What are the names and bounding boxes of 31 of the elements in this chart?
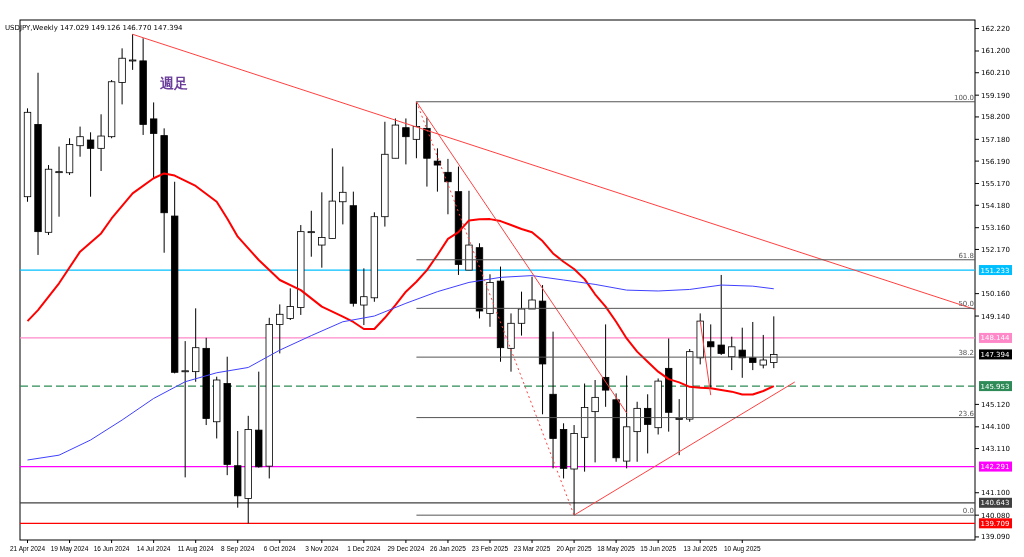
candlestick [759, 334, 767, 369]
candlestick [601, 323, 610, 408]
candlestick [728, 336, 736, 371]
candlestick [749, 321, 757, 371]
candlestick [76, 126, 84, 158]
candlestick [318, 191, 326, 269]
candlestick [149, 101, 158, 179]
candlestick [128, 33, 137, 71]
candlestick [339, 166, 347, 225]
candlestick [276, 303, 284, 354]
candlestick [307, 210, 315, 258]
candlestick [433, 147, 442, 193]
candlestick [286, 287, 294, 321]
candlestick [633, 401, 641, 463]
candlestick [55, 146, 63, 218]
candlestick [644, 393, 652, 454]
candlestick [360, 267, 368, 326]
candlestick [192, 307, 200, 383]
candlestick [591, 379, 599, 463]
candlestick [675, 398, 683, 456]
annotation: 週足 [159, 75, 188, 91]
candlestick [528, 276, 536, 310]
candlestick [412, 101, 421, 159]
candlestick [707, 323, 715, 389]
candlestick [402, 117, 410, 165]
candlestick [97, 113, 105, 172]
candlestick [517, 291, 526, 337]
candlestick [86, 131, 95, 198]
candlestick [444, 158, 452, 215]
candlestick [717, 274, 725, 356]
candlestick [181, 340, 189, 478]
